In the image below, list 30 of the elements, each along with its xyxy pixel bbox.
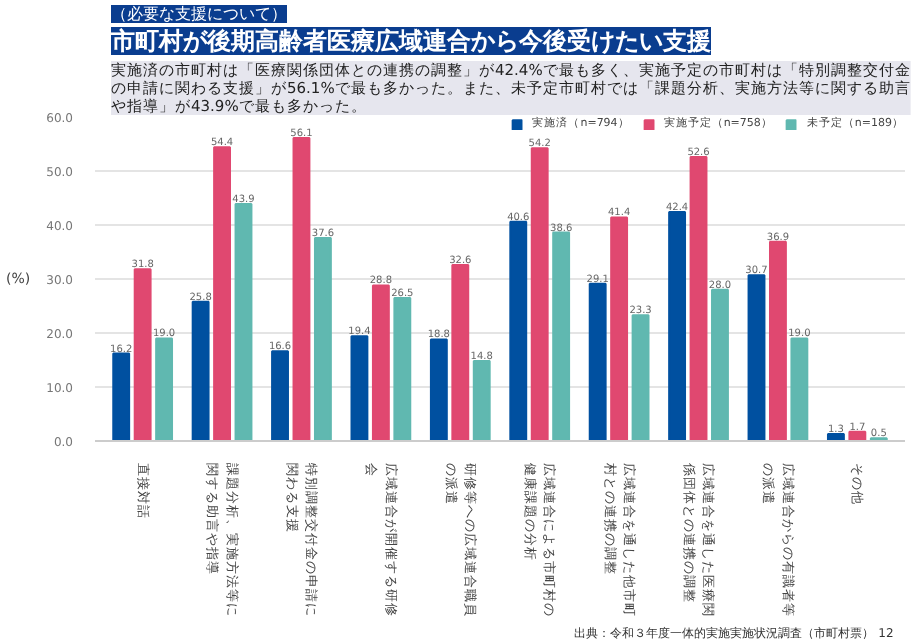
- bar: [429, 338, 448, 441]
- bar: [509, 220, 528, 441]
- bar: [769, 240, 787, 441]
- bar: [711, 288, 729, 441]
- bar: [552, 231, 571, 441]
- bar: [747, 274, 766, 441]
- bar: [790, 337, 809, 441]
- bar: [155, 337, 174, 441]
- bar: [451, 263, 470, 441]
- bar: [112, 352, 131, 441]
- bar: [848, 430, 867, 441]
- bar: [530, 147, 549, 441]
- bar: [393, 296, 412, 441]
- bar: [313, 236, 332, 441]
- bar: [271, 350, 289, 441]
- bar: [668, 211, 687, 441]
- bar: [133, 268, 152, 441]
- bar: [234, 202, 253, 441]
- bar: [213, 146, 231, 441]
- bar: [191, 300, 210, 441]
- bar: [292, 137, 311, 441]
- bar: [631, 314, 650, 441]
- bar: [689, 155, 708, 441]
- bar: [371, 284, 390, 441]
- bar: [472, 360, 491, 441]
- chart-title: 市町村が後期高齢者医療広域連合から今後受けたい支援: [109, 27, 713, 55]
- bar: [350, 335, 369, 441]
- bar: [588, 282, 607, 441]
- chart-subtitle: （必要な支援について）: [111, 5, 287, 23]
- bar: [610, 216, 629, 441]
